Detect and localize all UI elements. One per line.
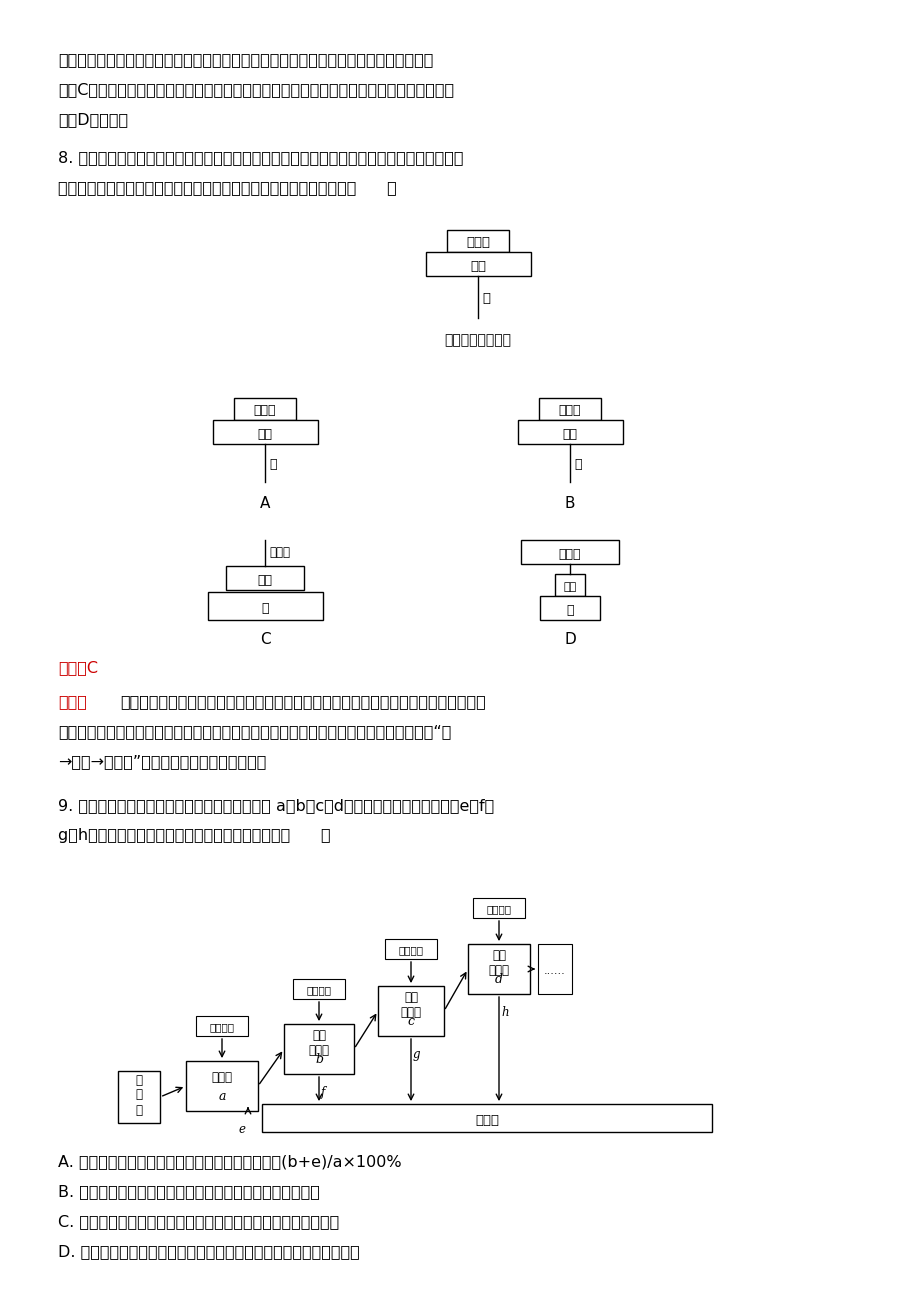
Text: 呼吸作用: 呼吸作用: [306, 986, 331, 995]
Text: g、h为流向分解者的能量。下列相关叙述正确的是（      ）: g、h为流向分解者的能量。下列相关叙述正确的是（ ）: [58, 828, 330, 842]
Bar: [208, 592, 323, 620]
Bar: [233, 398, 296, 421]
Text: 食虫鸟: 食虫鸟: [558, 548, 581, 560]
Text: 三级: 三级: [492, 949, 505, 962]
Text: 昆虫: 昆虫: [562, 427, 577, 440]
Text: 项正确。消费者粪便中的能量由于没有被消费者所同化，所以应属于上一营养级同化的能: 项正确。消费者粪便中的能量由于没有被消费者所同化，所以应属于上一营养级同化的能: [58, 52, 433, 66]
Text: g: g: [413, 1048, 420, 1061]
Text: 昆虫: 昆虫: [257, 573, 272, 586]
Text: 昆虫、食虫鸟的能量大小关系的是（选项方框面积表示能量的大小）（      ）: 昆虫、食虫鸟的能量大小关系的是（选项方框面积表示能量的大小）（ ）: [58, 180, 396, 195]
Bar: [520, 540, 618, 564]
Bar: [447, 230, 508, 253]
Bar: [468, 944, 529, 993]
Text: A. 第一营养级与第二营养级之间的能量传递效率为(b+e)/a×100%: A. 第一营养级与第二营养级之间的能量传递效率为(b+e)/a×100%: [58, 1154, 402, 1169]
Bar: [284, 1023, 354, 1074]
Text: d: d: [494, 973, 503, 986]
Text: C: C: [259, 631, 270, 647]
Text: 昆虫: 昆虫: [257, 427, 272, 440]
Text: 呼吸作用: 呼吸作用: [210, 1022, 234, 1032]
Text: 8. 一片树林中，树、昆虫和食虫鸟的个体数量比例关系如右图所示。下列选项能正确表示树、: 8. 一片树林中，树、昆虫和食虫鸟的个体数量比例关系如右图所示。下列选项能正确表…: [58, 150, 463, 165]
Text: a: a: [218, 1090, 225, 1103]
Text: 昆虫: 昆虫: [562, 582, 576, 592]
Text: e: e: [239, 1124, 245, 1137]
Text: 初级: 初级: [312, 1029, 325, 1042]
Text: 食虫鸟: 食虫鸟: [466, 237, 490, 250]
Text: 级，D项错误。: 级，D项错误。: [58, 112, 128, 128]
Text: B: B: [564, 496, 574, 510]
Text: 次级: 次级: [403, 991, 417, 1004]
Text: D. 消费者同化的能量都有一部分通过下一级消费者的粪便流向分解者: D. 消费者同化的能量都有一部分通过下一级消费者的粪便流向分解者: [58, 1243, 359, 1259]
Bar: [425, 253, 530, 276]
Bar: [378, 986, 444, 1036]
Text: 树: 树: [482, 293, 490, 306]
Bar: [554, 574, 584, 596]
Bar: [517, 421, 622, 444]
Text: 题就是一个实例。而能量金字塔是不会倒置的，所以三者的能量大小关系应该是沿食物链“树: 题就是一个实例。而能量金字塔是不会倒置的，所以三者的能量大小关系应该是沿食物链“…: [58, 724, 451, 740]
Bar: [472, 898, 525, 918]
Text: 消费者: 消费者: [488, 963, 509, 976]
Text: 食虫鸟: 食虫鸟: [558, 405, 581, 418]
Text: 昆虫: 昆虫: [470, 259, 485, 272]
Text: D: D: [563, 631, 575, 647]
Text: 生产者: 生产者: [211, 1072, 233, 1085]
Text: 消费者: 消费者: [400, 1006, 421, 1019]
Text: 食虫鸟: 食虫鸟: [268, 547, 289, 560]
Text: 太
阳
能: 太 阳 能: [135, 1074, 142, 1117]
Text: 呼吸作用: 呼吸作用: [486, 904, 511, 914]
Bar: [292, 979, 345, 999]
Text: A: A: [259, 496, 270, 510]
Text: f: f: [321, 1086, 325, 1099]
Text: 分解者: 分解者: [474, 1113, 498, 1126]
Bar: [538, 944, 572, 993]
Text: 消费者: 消费者: [308, 1044, 329, 1057]
Text: 树: 树: [268, 457, 277, 470]
Text: 食虫鸟: 食虫鸟: [254, 405, 276, 418]
Bar: [226, 566, 303, 590]
Text: →昆虫→食虫鸟”中营养级的顺序逐级递减的。: →昆虫→食虫鸟”中营养级的顺序逐级递减的。: [58, 754, 267, 769]
Text: C. 生产者都属于同一个营养级，有的消费者可属于不同的营养级: C. 生产者都属于同一个营养级，有的消费者可属于不同的营养级: [58, 1213, 339, 1229]
Bar: [384, 939, 437, 960]
Text: c: c: [407, 1016, 414, 1029]
Bar: [262, 1104, 711, 1131]
Text: 树: 树: [565, 604, 573, 617]
Text: 树: 树: [573, 457, 581, 470]
Bar: [196, 1016, 248, 1036]
Text: B. 该图示可反映出生态系统的能量流动特点和物质循环特点: B. 该图示可反映出生态系统的能量流动特点和物质循环特点: [58, 1184, 320, 1199]
Text: ......: ......: [543, 966, 565, 976]
Text: 答案：C: 答案：C: [58, 660, 98, 674]
Bar: [539, 596, 599, 620]
Text: 解析：: 解析：: [58, 694, 86, 710]
Bar: [118, 1072, 160, 1124]
Bar: [186, 1061, 257, 1111]
Bar: [213, 421, 318, 444]
Text: 树: 树: [261, 602, 268, 615]
Text: h: h: [501, 1006, 508, 1019]
Text: 数量金字塔是以生态系统中每一营养级的生物个体数量为指标绘制的，有时会倒置，本: 数量金字塔是以生态系统中每一营养级的生物个体数量为指标绘制的，有时会倒置，本: [119, 694, 485, 710]
Text: b: b: [314, 1053, 323, 1066]
Text: 个体数量比例关系: 个体数量比例关系: [444, 333, 511, 348]
Bar: [539, 398, 600, 421]
Text: 呼吸作用: 呼吸作用: [398, 945, 423, 954]
Text: 量，C项正确。在特定的生态系统中，部分肉食性消费者同化的能量可能只来源于同一个营养: 量，C项正确。在特定的生态系统中，部分肉食性消费者同化的能量可能只来源于同一个营…: [58, 82, 454, 98]
Text: 9. 下图为某自然生态系统中能量流动图解，其中 a、b、c、d为相应营养级同化的能量，e、f、: 9. 下图为某自然生态系统中能量流动图解，其中 a、b、c、d为相应营养级同化的…: [58, 798, 494, 812]
